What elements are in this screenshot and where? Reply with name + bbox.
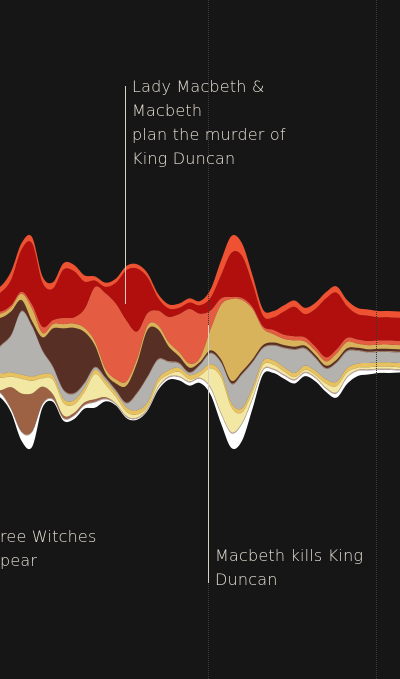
annotation-three-witches: ree Witches pear — [0, 527, 97, 570]
stream-layer-8 — [0, 299, 400, 403]
grid-line-2 — [376, 0, 377, 679]
stream-layer-4 — [0, 362, 400, 433]
stream-layer-5 — [0, 358, 400, 415]
annotation-macbeth-kills-duncan: Macbeth kills King Duncan — [215, 546, 364, 589]
stream-layer-10 — [0, 286, 400, 383]
stream-layer-12 — [0, 234, 400, 319]
stream-layer-11 — [0, 241, 400, 358]
annotation-line-1 — [125, 86, 126, 304]
annotation-line-2 — [208, 325, 209, 583]
annotation-lady-macbeth-plan: Lady Macbeth & Macbeth plan the murder o… — [132, 77, 286, 168]
